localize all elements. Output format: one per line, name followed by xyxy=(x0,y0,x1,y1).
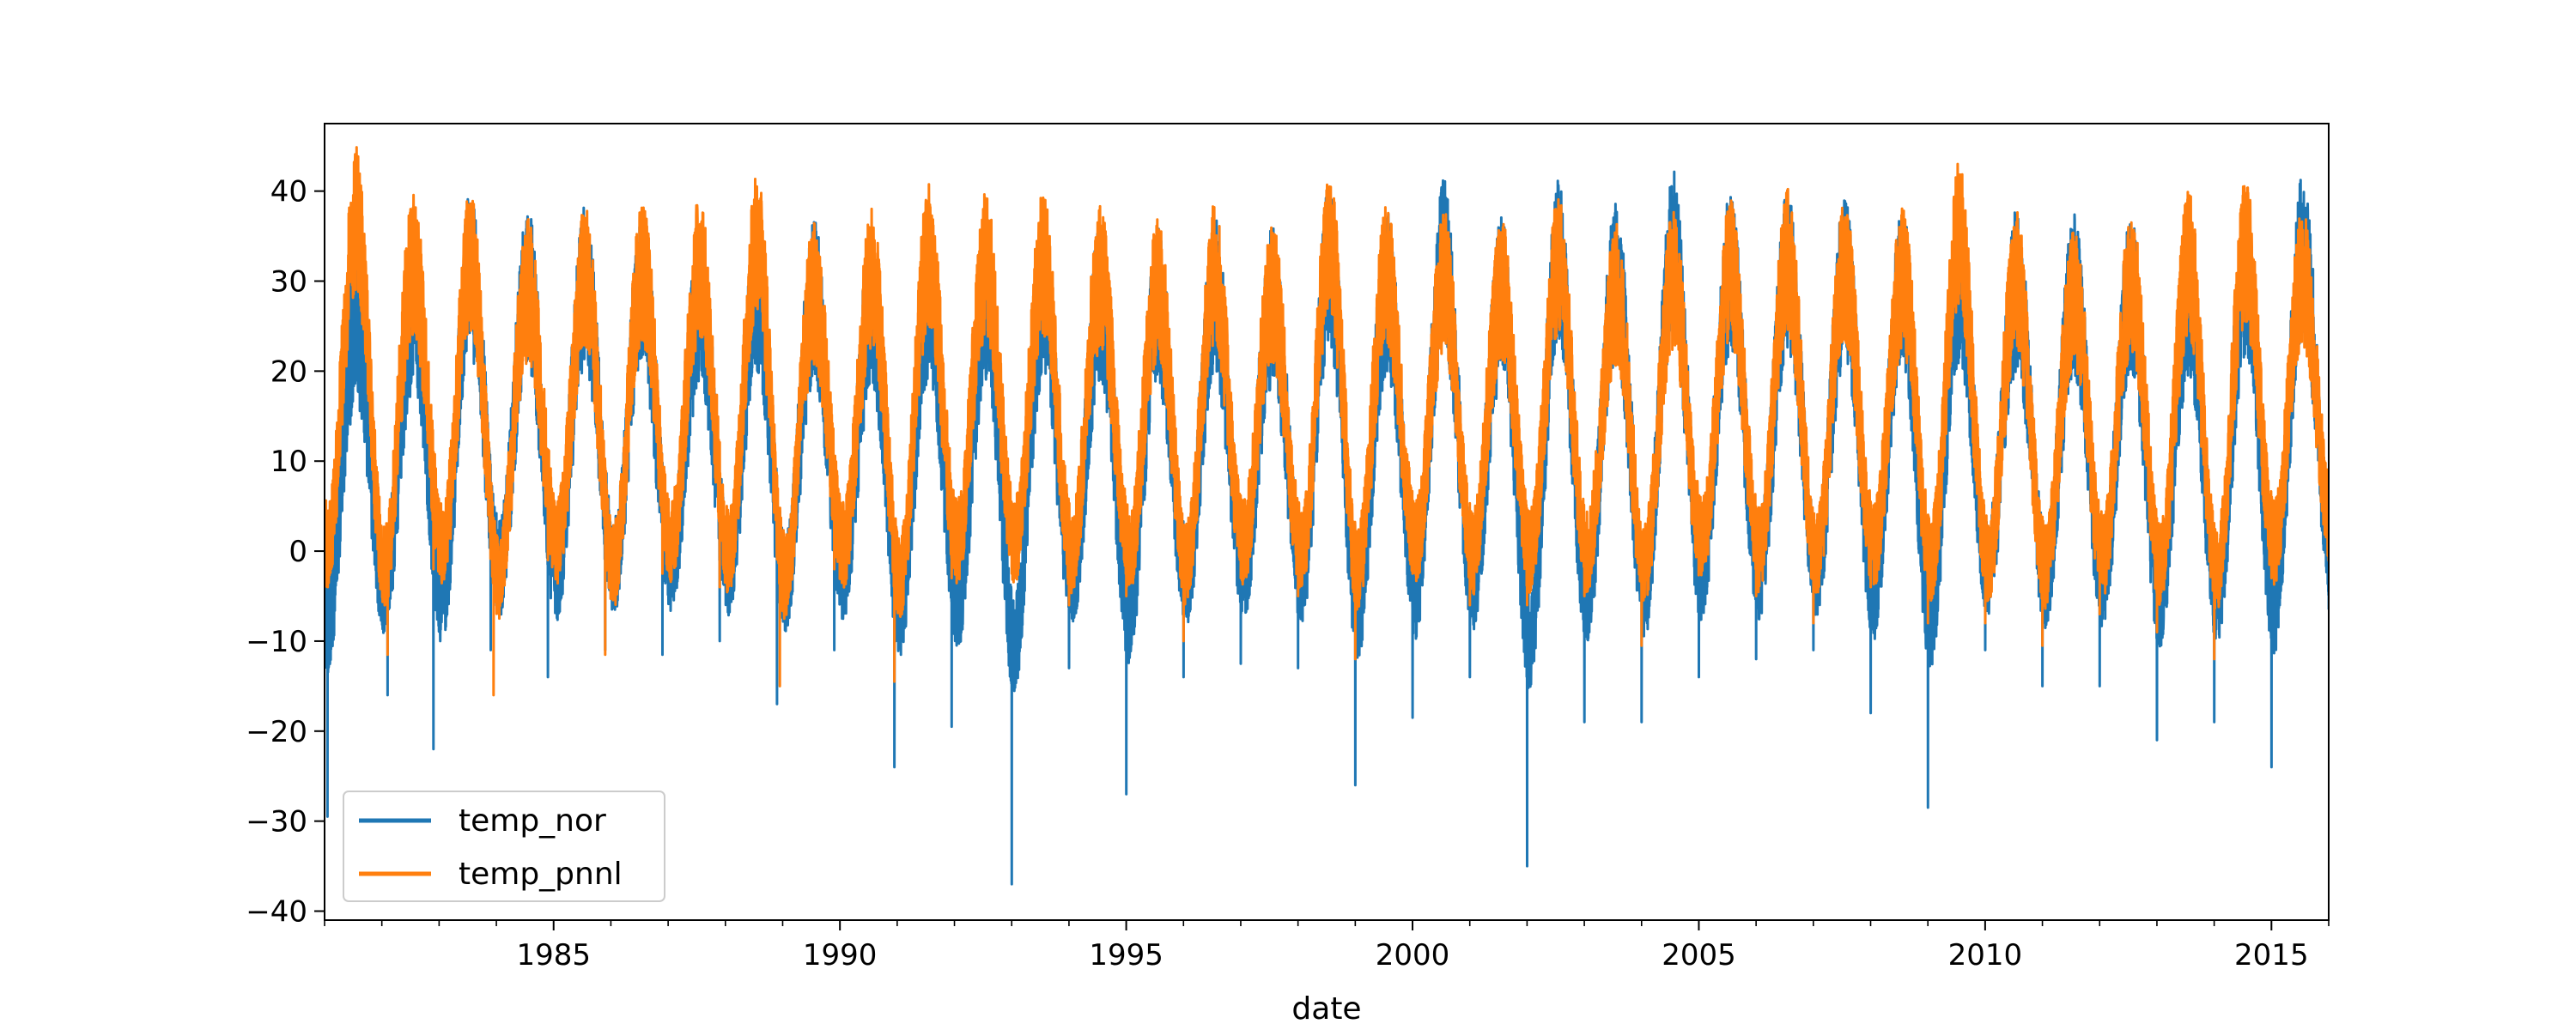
series-line-temp-pnnl xyxy=(325,146,2329,697)
x-tick-label: 1995 xyxy=(1089,938,1163,972)
y-tick-label: −20 xyxy=(246,715,307,749)
legend-label: temp_pnnl xyxy=(459,857,623,892)
y-tick-label: 0 xyxy=(289,535,307,569)
plot-frame xyxy=(324,123,2330,921)
legend: temp_nor temp_pnnl xyxy=(343,791,665,902)
y-tick-label: −40 xyxy=(246,895,307,930)
legend-label: temp_nor xyxy=(459,803,606,839)
y-tick-label: 40 xyxy=(270,175,307,209)
x-tick-label: 2010 xyxy=(1948,938,2023,972)
y-tick-label: −10 xyxy=(246,625,307,659)
y-tick-label: −30 xyxy=(246,805,307,839)
x-tick-label: 1985 xyxy=(516,938,591,972)
y-tick-label: 10 xyxy=(270,445,307,479)
series-layer xyxy=(325,146,2329,886)
x-tick-label: 2005 xyxy=(1662,938,1736,972)
y-tick-label: 30 xyxy=(270,265,307,300)
x-tick-label: 2015 xyxy=(2234,938,2309,972)
y-tick-label: 20 xyxy=(270,354,307,389)
x-axis-title: date xyxy=(1291,991,1361,1027)
axes-layer: −40 −30 −20 −10 0 10 20 30 40 1985 1990 1995 2000 200… xyxy=(246,175,2330,972)
x-tick-label: 1990 xyxy=(803,938,878,972)
x-tick-label: 2000 xyxy=(1376,938,1450,972)
